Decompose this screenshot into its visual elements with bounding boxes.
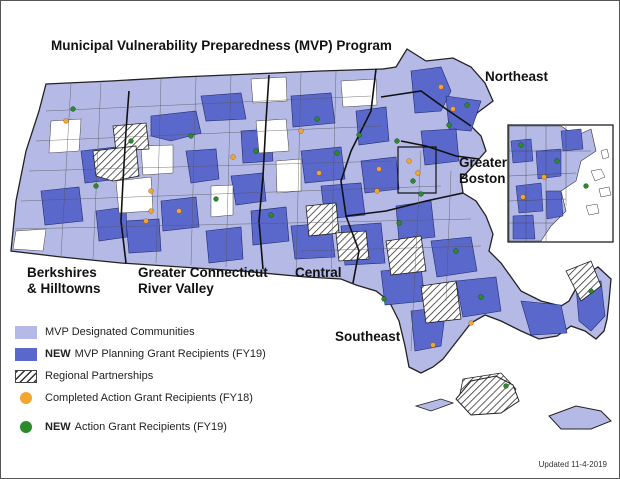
legend-label-completed: Completed Action Grant Recipients (FY18)	[45, 392, 253, 404]
nantucket	[548, 405, 612, 430]
legend-dot-action	[20, 421, 32, 433]
legend-swatch-planning	[15, 347, 37, 361]
region-label-southeast: Southeast	[335, 329, 401, 344]
legend-label-planning: MVP Planning Grant Recipients (FY19)	[74, 348, 266, 360]
completed-action-grant-dots	[63, 84, 547, 348]
boston-inset-marker	[397, 146, 437, 194]
legend-label-designated: MVP Designated Communities	[45, 326, 195, 338]
region-label-greater-boston-line1: Greater	[459, 155, 508, 170]
legend-swatch-designated	[15, 325, 37, 339]
legend-new-action: NEW	[45, 421, 71, 433]
legend-completed: Completed Action Grant Recipients (FY18)	[15, 390, 253, 406]
elizabeth-islands	[414, 398, 455, 412]
marthas-vineyard	[455, 375, 520, 416]
region-label-greater-boston-line2: Boston	[459, 171, 506, 186]
region-label-berkshires-line2: & Hilltowns	[27, 281, 101, 296]
legend-label-partnerships: Regional Partnerships	[45, 370, 154, 382]
legend-designated: MVP Designated Communities	[15, 324, 195, 340]
legend-action: NEW Action Grant Recipients (FY19)	[15, 419, 227, 435]
greater-boston-inset	[507, 124, 614, 243]
region-label-central: Central	[295, 265, 342, 280]
region-label-northeast: Northeast	[485, 69, 549, 84]
new-action-grant-dots	[70, 102, 594, 389]
legend-planning: NEW MVP Planning Grant Recipients (FY19)	[15, 346, 266, 362]
town-boundaries	[14, 70, 482, 352]
region-label-connecticut-line2: River Valley	[138, 281, 214, 296]
region-boundaries	[120, 68, 480, 284]
legend-partnerships: Regional Partnerships	[15, 368, 153, 384]
page-title: Municipal Vulnerability Preparedness (MV…	[51, 38, 392, 53]
region-label-connecticut-line1: Greater Connecticut	[138, 265, 268, 280]
updated-date: Updated 11-4-2019	[538, 460, 607, 469]
undesignated-towns	[12, 76, 378, 252]
legend-swatch-partnerships	[15, 369, 37, 383]
legend-new-planning: NEW	[45, 348, 71, 360]
region-label-berkshires-line1: Berkshires	[27, 265, 97, 280]
legend-dot-completed	[20, 392, 32, 404]
legend-label-action: Action Grant Recipients (FY19)	[74, 421, 227, 433]
